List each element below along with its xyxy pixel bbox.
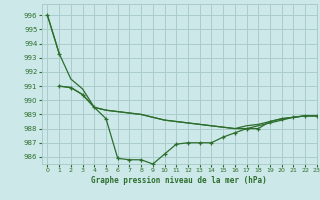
X-axis label: Graphe pression niveau de la mer (hPa): Graphe pression niveau de la mer (hPa): [91, 176, 267, 185]
